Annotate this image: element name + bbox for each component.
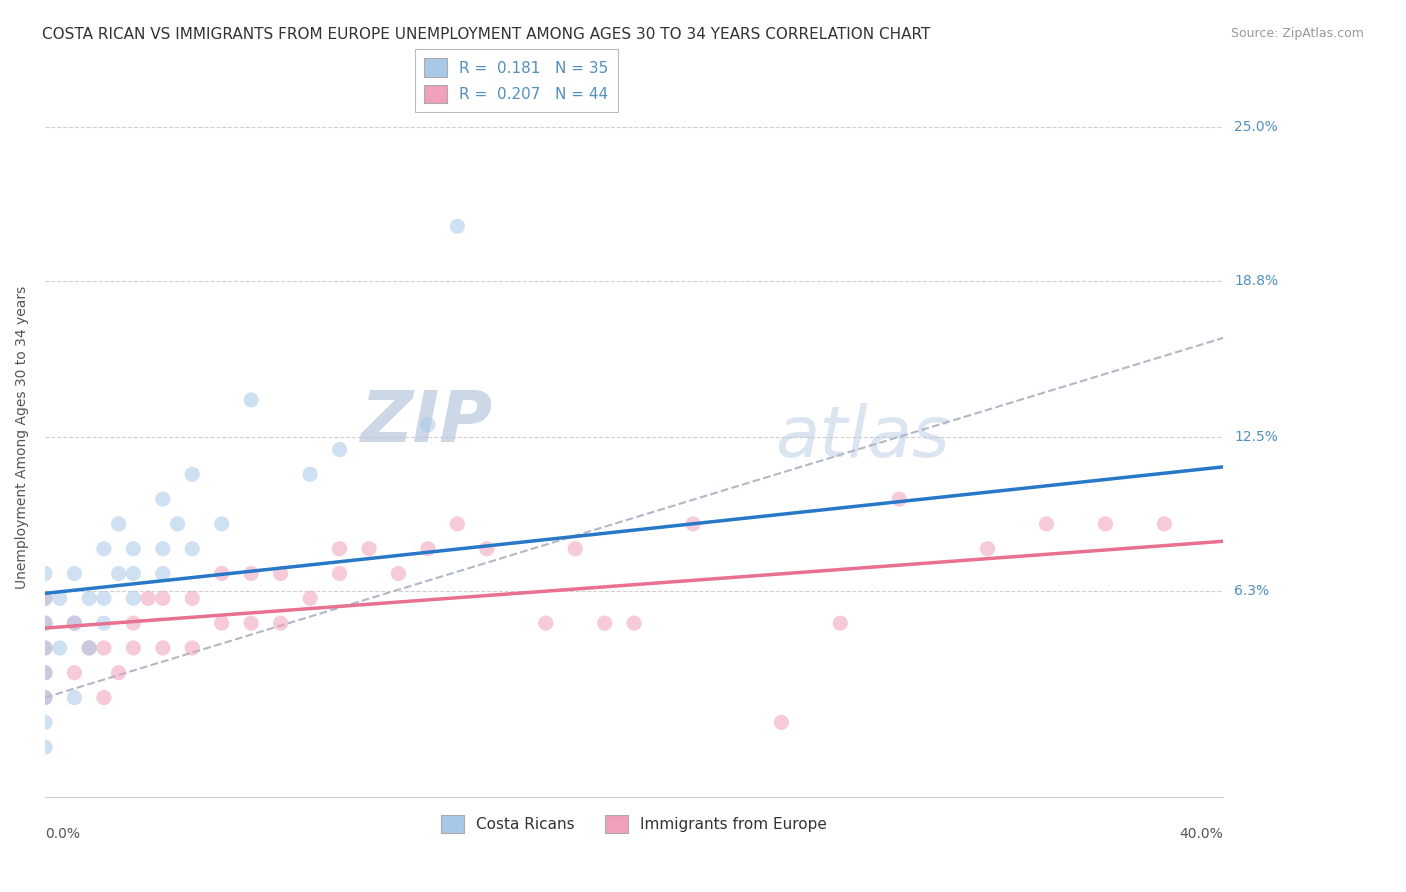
Point bbox=[564, 541, 586, 556]
Point bbox=[34, 640, 56, 655]
Point bbox=[48, 640, 70, 655]
Point bbox=[34, 690, 56, 705]
Point bbox=[152, 566, 174, 581]
Point bbox=[270, 566, 292, 581]
Point bbox=[240, 616, 263, 631]
Point bbox=[34, 566, 56, 581]
Point bbox=[240, 566, 263, 581]
Point bbox=[416, 417, 439, 432]
Point bbox=[475, 541, 498, 556]
Point bbox=[770, 715, 793, 730]
Point bbox=[830, 616, 852, 631]
Point bbox=[329, 566, 352, 581]
Point bbox=[299, 467, 322, 482]
Point bbox=[34, 665, 56, 680]
Point bbox=[93, 690, 115, 705]
Point bbox=[357, 541, 380, 556]
Point bbox=[93, 591, 115, 606]
Point bbox=[329, 541, 352, 556]
Point bbox=[181, 640, 204, 655]
Point bbox=[63, 616, 86, 631]
Point bbox=[976, 541, 998, 556]
Point bbox=[1094, 516, 1116, 531]
Point bbox=[181, 467, 204, 482]
Point bbox=[166, 516, 188, 531]
Text: 25.0%: 25.0% bbox=[1234, 120, 1278, 134]
Point bbox=[152, 591, 174, 606]
Y-axis label: Unemployment Among Ages 30 to 34 years: Unemployment Among Ages 30 to 34 years bbox=[15, 285, 30, 589]
Point bbox=[270, 616, 292, 631]
Point bbox=[34, 591, 56, 606]
Text: 6.3%: 6.3% bbox=[1234, 584, 1270, 598]
Point bbox=[1153, 516, 1175, 531]
Point bbox=[34, 665, 56, 680]
Point bbox=[122, 640, 145, 655]
Point bbox=[122, 566, 145, 581]
Point bbox=[93, 640, 115, 655]
Text: COSTA RICAN VS IMMIGRANTS FROM EUROPE UNEMPLOYMENT AMONG AGES 30 TO 34 YEARS COR: COSTA RICAN VS IMMIGRANTS FROM EUROPE UN… bbox=[42, 27, 931, 42]
Point bbox=[34, 690, 56, 705]
Text: 12.5%: 12.5% bbox=[1234, 430, 1278, 444]
Point bbox=[240, 392, 263, 407]
Point bbox=[181, 541, 204, 556]
Point bbox=[63, 665, 86, 680]
Point bbox=[211, 616, 233, 631]
Text: 40.0%: 40.0% bbox=[1180, 827, 1223, 841]
Point bbox=[122, 591, 145, 606]
Point bbox=[48, 591, 70, 606]
Point bbox=[93, 541, 115, 556]
Point bbox=[682, 516, 704, 531]
Point bbox=[329, 442, 352, 457]
Point bbox=[593, 616, 616, 631]
Point bbox=[152, 541, 174, 556]
Point bbox=[136, 591, 159, 606]
Point bbox=[387, 566, 409, 581]
Point bbox=[63, 616, 86, 631]
Point bbox=[299, 591, 322, 606]
Point bbox=[211, 566, 233, 581]
Point bbox=[122, 616, 145, 631]
Point bbox=[1035, 516, 1057, 531]
Text: 0.0%: 0.0% bbox=[45, 827, 80, 841]
Point bbox=[77, 640, 100, 655]
Point bbox=[34, 740, 56, 755]
Point bbox=[107, 665, 129, 680]
Legend: Costa Ricans, Immigrants from Europe: Costa Ricans, Immigrants from Europe bbox=[434, 809, 834, 839]
Point bbox=[181, 591, 204, 606]
Point bbox=[34, 616, 56, 631]
Text: ZIP: ZIP bbox=[360, 388, 492, 458]
Point bbox=[77, 640, 100, 655]
Point bbox=[34, 591, 56, 606]
Text: Source: ZipAtlas.com: Source: ZipAtlas.com bbox=[1230, 27, 1364, 40]
Text: atlas: atlas bbox=[776, 402, 950, 472]
Point bbox=[211, 516, 233, 531]
Point bbox=[77, 591, 100, 606]
Point bbox=[446, 516, 468, 531]
Point bbox=[416, 541, 439, 556]
Text: 18.8%: 18.8% bbox=[1234, 274, 1278, 288]
Point bbox=[623, 616, 645, 631]
Point bbox=[107, 516, 129, 531]
Point bbox=[34, 715, 56, 730]
Point bbox=[122, 541, 145, 556]
Point bbox=[63, 566, 86, 581]
Point bbox=[446, 219, 468, 234]
Point bbox=[63, 690, 86, 705]
Point bbox=[152, 640, 174, 655]
Point bbox=[34, 640, 56, 655]
Point bbox=[889, 492, 911, 507]
Point bbox=[34, 616, 56, 631]
Point bbox=[534, 616, 557, 631]
Point bbox=[152, 492, 174, 507]
Point bbox=[107, 566, 129, 581]
Point bbox=[93, 616, 115, 631]
